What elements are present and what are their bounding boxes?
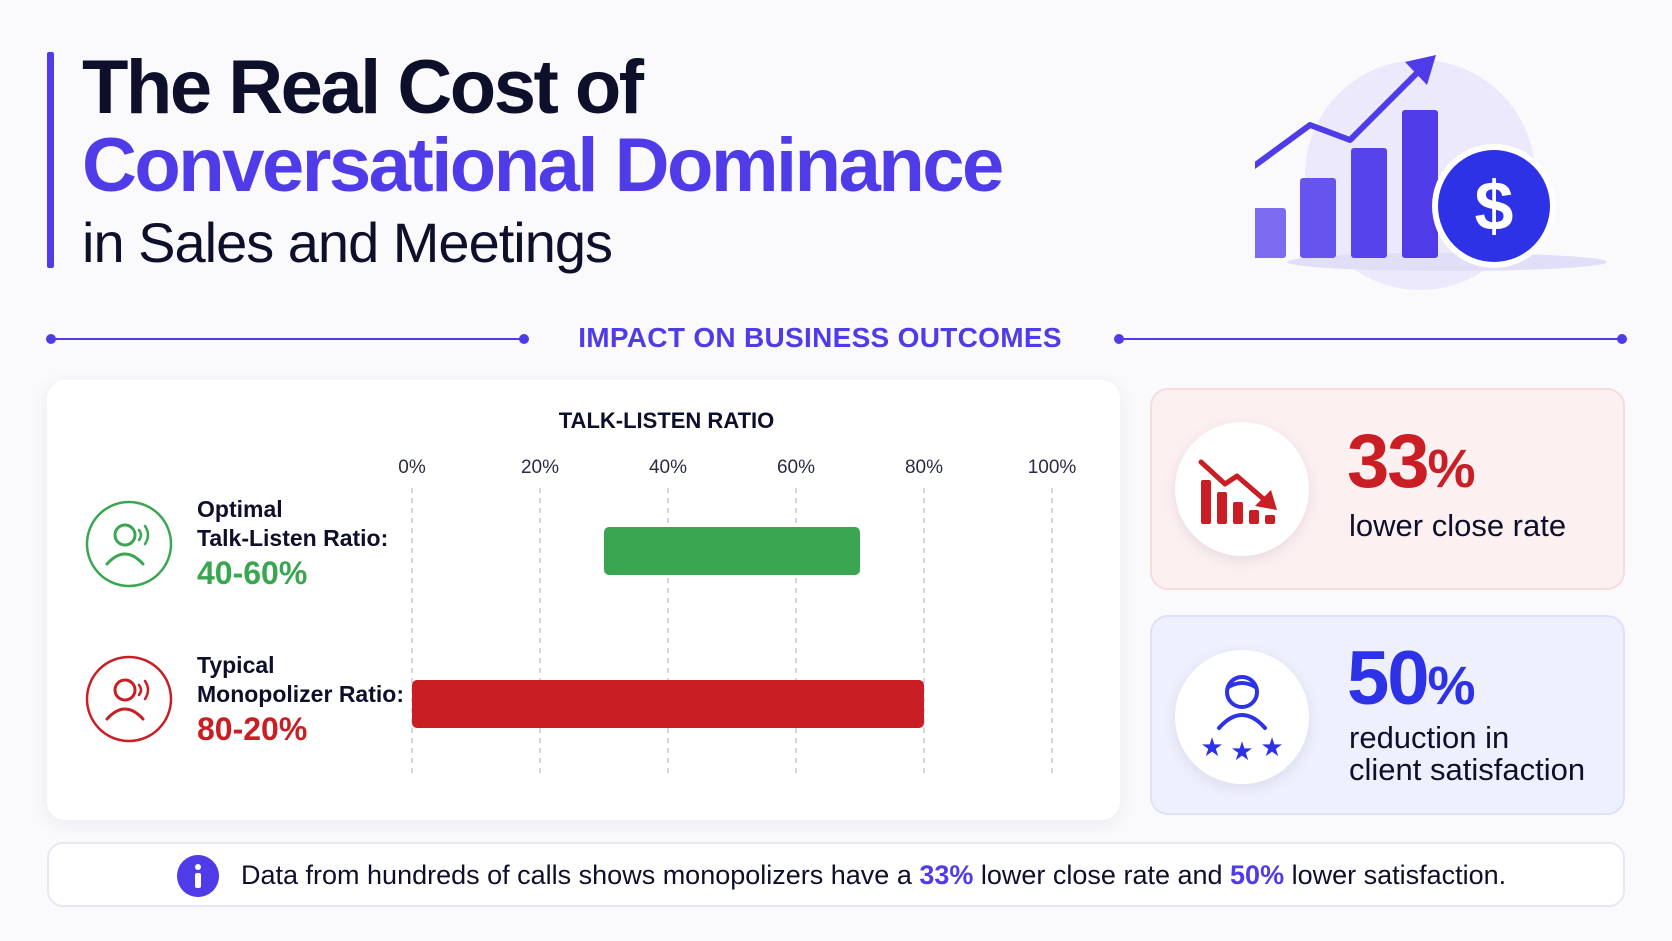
optimal-ratio-bar	[604, 527, 860, 575]
close-rate-percent: %	[1427, 439, 1476, 499]
footer-highlight-satisfaction: 50%	[1230, 860, 1285, 890]
footer-text-part2: lower close rate and	[973, 860, 1231, 890]
monopolizer-ratio-bar	[412, 680, 924, 728]
optimal-ratio-label: Optimal Talk-Listen Ratio: 40-60%	[197, 495, 388, 593]
close-rate-stat-card: 33% lower close rate	[1150, 388, 1625, 590]
satisfaction-text-line2: client satisfaction	[1349, 752, 1586, 787]
footer-highlight-close-rate: 33%	[919, 860, 974, 890]
monopolizer-label-line1: Typical	[197, 652, 275, 678]
svg-text:★: ★	[1260, 733, 1283, 763]
svg-text:★: ★	[1230, 737, 1253, 767]
close-rate-number: 33	[1347, 419, 1430, 504]
client-rating-icon: ★ ★ ★	[1175, 650, 1309, 784]
monopolizer-ratio-value: 80-20%	[197, 711, 308, 747]
section-divider-right	[1114, 334, 1627, 344]
satisfaction-stat-text: reduction in client satisfaction	[1349, 722, 1585, 786]
title-line-2: Conversational Dominance	[82, 123, 1004, 208]
talk-listen-chart-card	[47, 380, 1120, 820]
close-rate-stat-text: lower close rate	[1349, 508, 1567, 543]
person-speaking-icon	[85, 500, 173, 588]
footer-note: Data from hundreds of calls shows monopo…	[47, 842, 1625, 907]
page-title: The Real Cost of Conversational Dominanc…	[82, 45, 1004, 278]
section-heading: IMPACT ON BUSINESS OUTCOMES	[578, 322, 1062, 353]
title-accent-bar	[47, 52, 54, 268]
svg-text:$: $	[1475, 167, 1514, 245]
title-subtitle: in Sales and Meetings	[82, 211, 613, 274]
footer-text: Data from hundreds of calls shows monopo…	[241, 860, 1506, 891]
x-tick-label: 20%	[521, 457, 559, 478]
chart-title: TALK-LISTEN RATIO	[558, 408, 775, 433]
footer-text-part3: lower satisfaction.	[1284, 860, 1507, 890]
person-speaking-icon	[85, 655, 173, 743]
optimal-ratio-value: 40-60%	[197, 555, 308, 591]
x-tick-label: 0%	[398, 457, 426, 478]
talk-listen-chart: 0% 20% 40% 60% 80% 100%	[398, 457, 1077, 775]
x-tick-label: 80%	[905, 457, 943, 478]
title-line-1: The Real Cost of	[82, 45, 644, 130]
x-tick-label: 60%	[777, 457, 815, 478]
satisfaction-number: 50	[1347, 636, 1430, 721]
declining-bar-chart-icon	[1175, 422, 1309, 556]
satisfaction-stat-number: 50%	[1347, 635, 1476, 722]
svg-text:★: ★	[1200, 733, 1223, 763]
optimal-label-line1: Optimal	[197, 496, 283, 522]
monopolizer-ratio-label: Typical Monopolizer Ratio: 80-20%	[197, 651, 404, 749]
satisfaction-percent: %	[1427, 656, 1476, 716]
satisfaction-stat-card: ★ ★ ★ 50% reduction in client satisfacti…	[1150, 615, 1625, 815]
monopolizer-label-line2: Monopolizer Ratio:	[197, 681, 404, 707]
info-icon	[177, 855, 219, 897]
x-tick-label: 100%	[1028, 457, 1077, 478]
x-tick-label: 40%	[649, 457, 687, 478]
growth-chart-dollar-icon: $	[1255, 55, 1607, 290]
satisfaction-text-line1: reduction in	[1349, 720, 1510, 755]
optimal-label-line2: Talk-Listen Ratio:	[197, 525, 389, 551]
section-divider-left	[46, 334, 529, 344]
close-rate-stat-number: 33%	[1347, 418, 1476, 505]
footer-text-part1: Data from hundreds of calls shows monopo…	[241, 860, 920, 890]
